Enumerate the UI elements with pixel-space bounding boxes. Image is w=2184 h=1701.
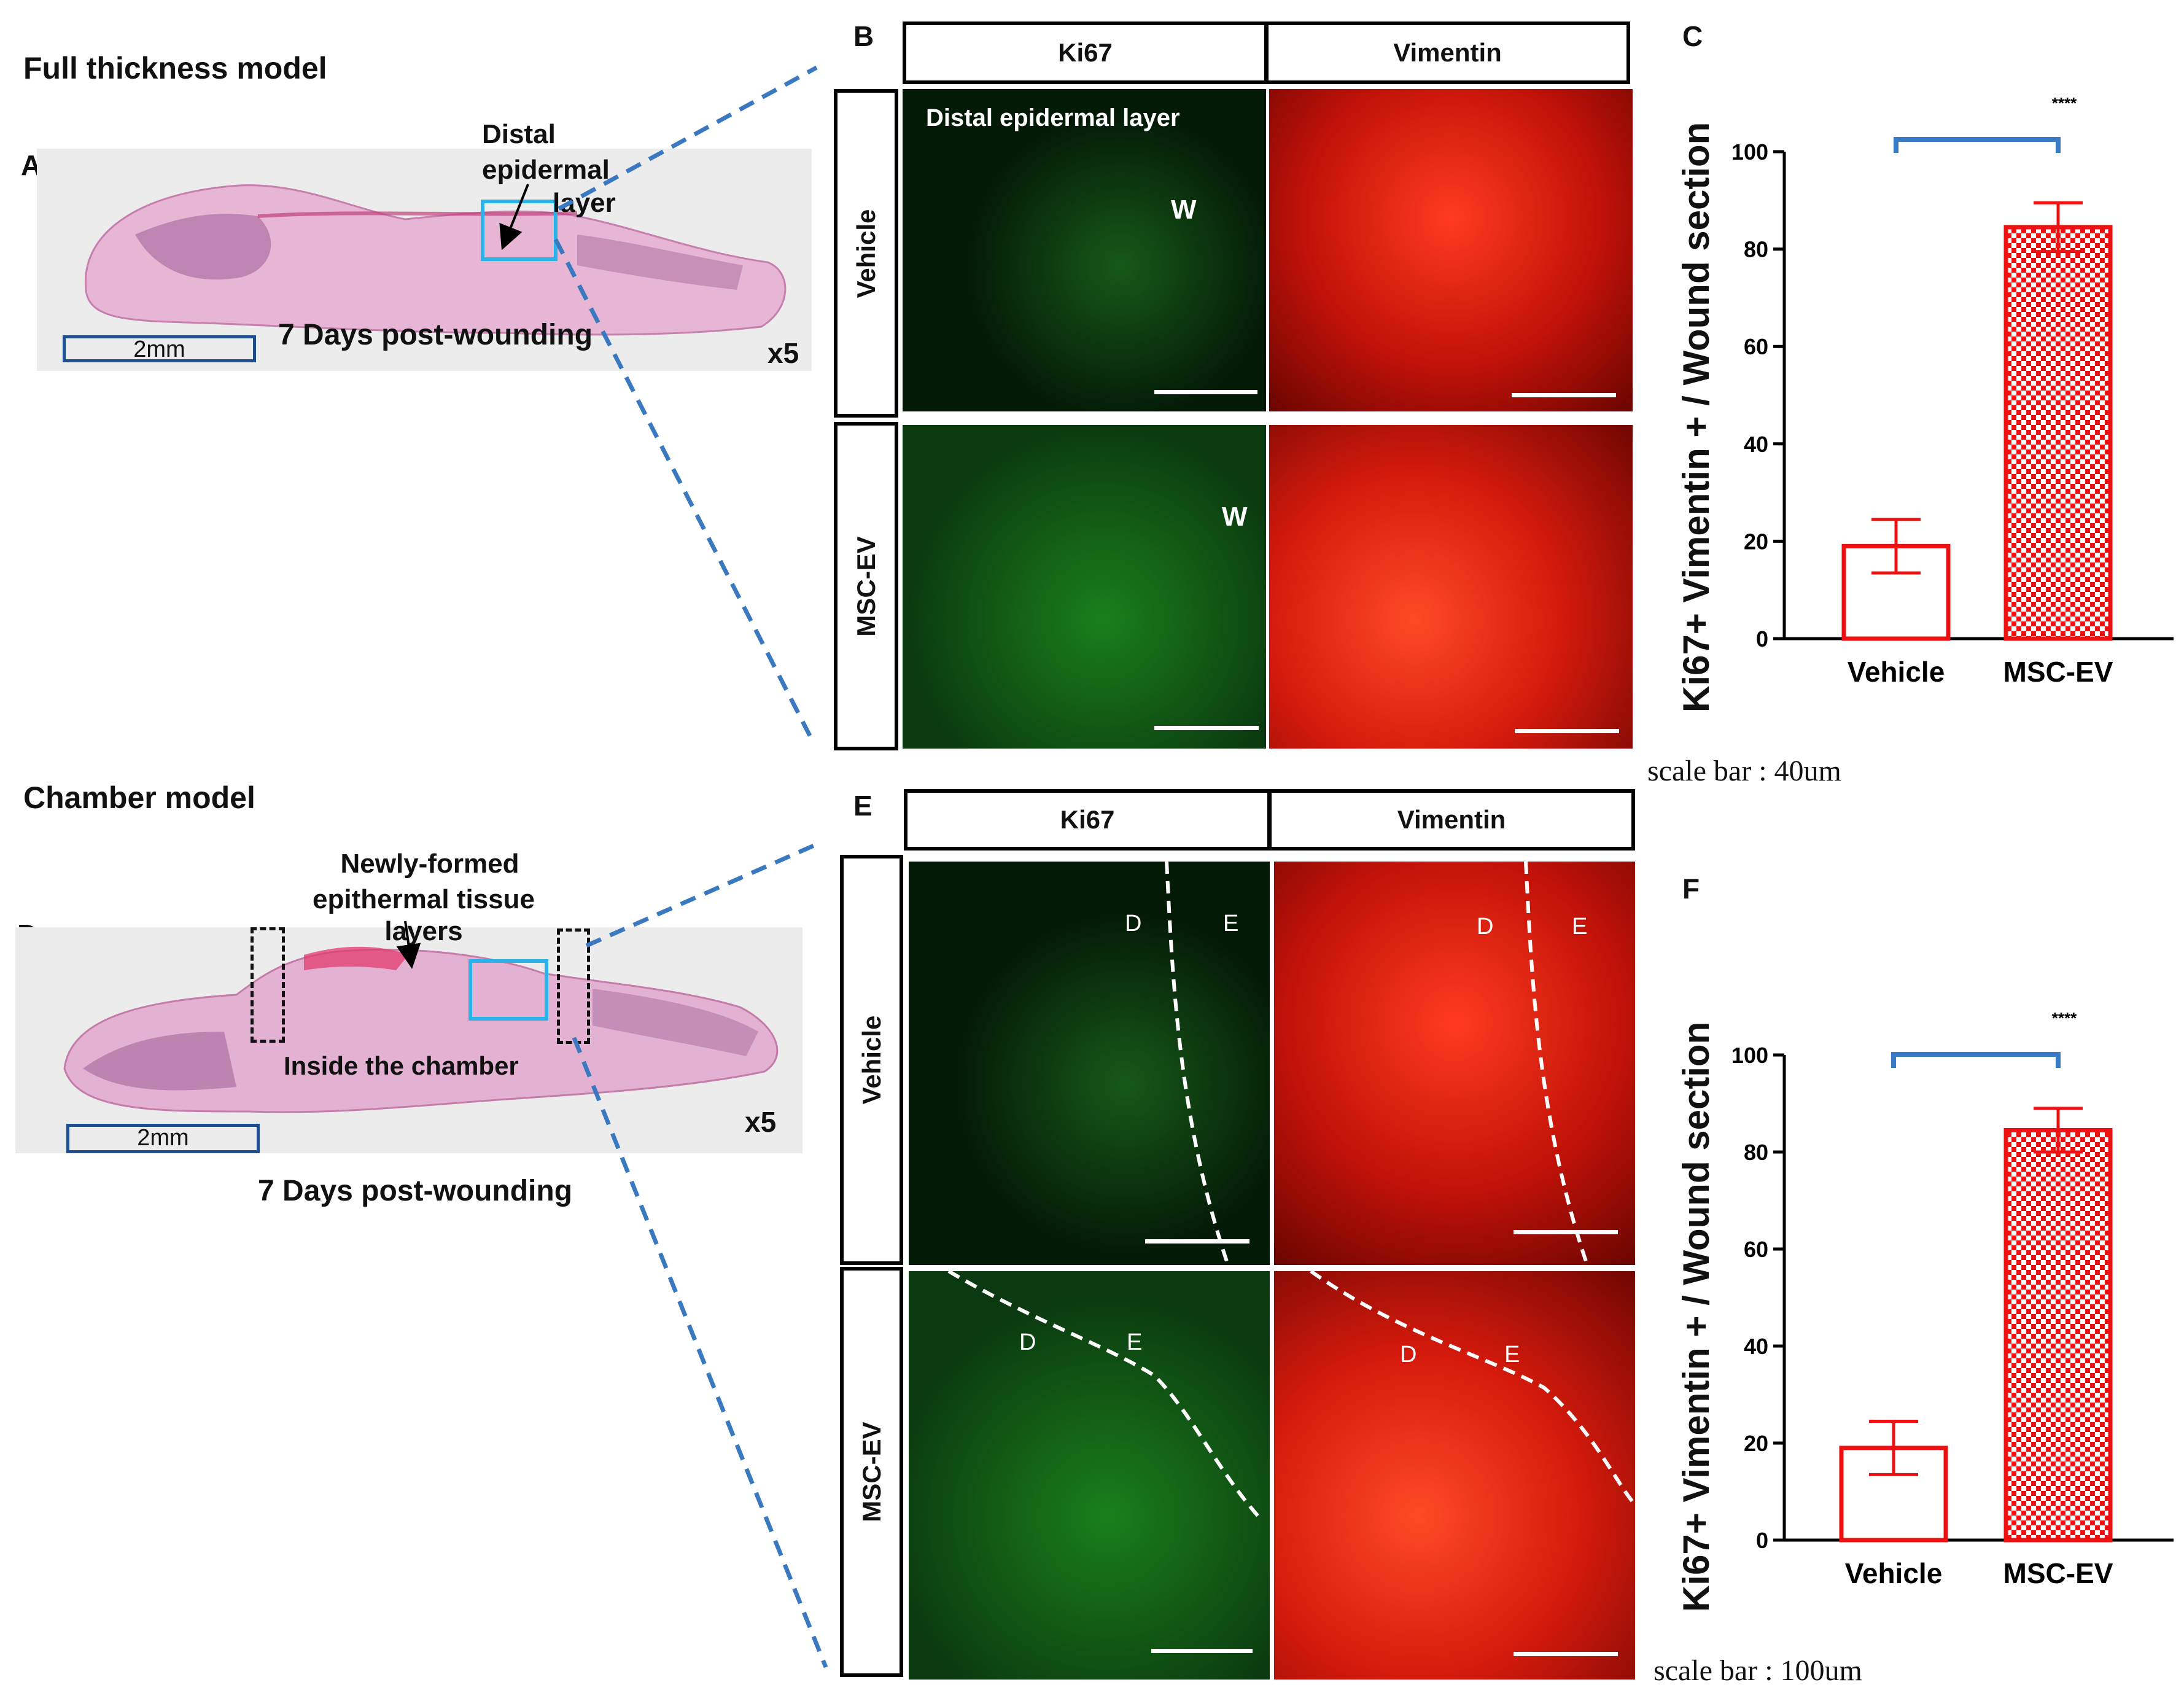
micrograph-e-mscev-vimentin: D E	[1274, 1271, 1635, 1680]
rowlabel-b-vehicle-text: Vehicle	[851, 209, 880, 298]
dashed-boundary-e1	[1165, 862, 1230, 1265]
label-d-e2: D	[1477, 914, 1494, 940]
panel-letter-b: B	[853, 20, 874, 52]
chart-c-ytick-label-1: 20	[1744, 529, 1768, 554]
rowlabel-b-mscev-text: MSC-EV	[851, 535, 880, 637]
label-e-e4: E	[1504, 1342, 1520, 1368]
chart-c-ylabel: Ki67+ Vimentin + / Wound section	[1676, 122, 1717, 712]
roi-box-d	[468, 959, 548, 1021]
callout-d: Newly-formed epithermal tissue layers	[295, 846, 553, 949]
micrograph-e-vehicle-vimentin: D E	[1274, 862, 1635, 1265]
chart-f-ytick-label-1: 20	[1744, 1431, 1768, 1456]
scale-note-bottom: scale bar : 100um	[1654, 1654, 1862, 1687]
chart-f: 0 20 40 60 80 100 Vehicle MSC-EV ****	[1731, 1009, 2174, 1589]
scale-bar-b-2	[1512, 393, 1616, 397]
chart-c-category-label-1: MSC-EV	[2003, 656, 2113, 688]
rowlabel-e-mscev-text: MSC-EV	[857, 1422, 886, 1522]
magnification-d: x5	[745, 1106, 777, 1138]
header-b-vimentin: Vimentin	[1265, 21, 1630, 84]
micrograph-b-mscev-ki67: W	[903, 425, 1266, 749]
label-e-e1: E	[1223, 911, 1239, 936]
chart-c-bar-msc-ev	[2003, 225, 2113, 641]
section-title-chamber: Chamber model	[23, 780, 255, 815]
dashed-boundary-e2	[1524, 862, 1589, 1265]
micrograph-e-vehicle-ki67: D E	[909, 862, 1270, 1265]
scale-box-a: 2mm	[63, 335, 256, 362]
callout-a: Distal epidermal layer	[482, 117, 616, 221]
chart-c-significance-bracket	[1894, 137, 2061, 153]
label-e-e2: E	[1572, 914, 1588, 940]
chart-f-category-label-1: MSC-EV	[2003, 1557, 2113, 1589]
chart-c-ytick-label-3: 60	[1744, 334, 1768, 359]
scale-bar-e-1	[1145, 1239, 1249, 1244]
chamber-border-right	[557, 928, 590, 1044]
header-e-vimentin: Vimentin	[1268, 789, 1635, 850]
scale-bar-b-3	[1154, 726, 1259, 730]
panel-letter-e: E	[853, 790, 872, 822]
header-b-ki67: Ki67	[903, 21, 1268, 84]
magnification-a: x5	[768, 337, 799, 369]
chart-c-category-label-0: Vehicle	[1848, 656, 1945, 688]
chart-f-category-label-0: Vehicle	[1845, 1557, 1943, 1589]
micrograph-b-mscev-vimentin	[1269, 425, 1633, 749]
callout-d-line1: Newly-formed	[340, 849, 519, 879]
rowlabel-e-mscev: MSC-EV	[840, 1267, 903, 1677]
header-e-ki67: Ki67	[904, 789, 1271, 850]
chart-c-significance-stars: ****	[2052, 94, 2077, 112]
chart-f-ytick-label-3: 60	[1744, 1237, 1768, 1262]
micrograph-e-mscev-ki67: D E	[909, 1271, 1270, 1680]
chart-f-ylabel: Ki67+ Vimentin + / Wound section	[1676, 1021, 1717, 1612]
callout-a-line3: layer	[553, 188, 616, 218]
micrograph-b-vehicle-vimentin	[1269, 89, 1633, 411]
scale-bar-e-3	[1151, 1649, 1253, 1653]
dashed-boundary-e4	[1310, 1271, 1635, 1506]
label-d-e3: D	[1019, 1329, 1036, 1355]
chamber-border-left	[251, 927, 285, 1043]
dashed-boundary-e3	[947, 1271, 1261, 1518]
panel-letter-c: C	[1682, 20, 1703, 52]
scale-note-top: scale bar : 40um	[1647, 755, 1841, 787]
chart-f-ytick-label-5: 100	[1731, 1043, 1768, 1068]
callout-d-line3: layers	[384, 916, 463, 946]
chart-f-significance-bracket	[1891, 1052, 2061, 1068]
chart-f-significance-stars: ****	[2052, 1009, 2077, 1027]
rowlabel-e-vehicle: Vehicle	[840, 855, 903, 1265]
timepoint-a: 7 Days post-wounding	[278, 319, 593, 351]
rowlabel-e-vehicle-text: Vehicle	[857, 1015, 886, 1105]
scale-box-d: 2mm	[66, 1124, 260, 1153]
panel-letter-f: F	[1682, 873, 1700, 905]
chart-c-ytick-label-5: 100	[1731, 139, 1768, 165]
micrograph-b-inset-label: Distal epidermal layer	[926, 104, 1180, 131]
chart-f-ytick-label-2: 40	[1744, 1334, 1768, 1359]
scale-bar-e-2	[1514, 1230, 1618, 1234]
section-title-full-thickness: Full thickness model	[23, 51, 327, 85]
label-d-e1: D	[1125, 911, 1142, 936]
label-d-e4: D	[1400, 1342, 1417, 1368]
rowlabel-b-vehicle: Vehicle	[834, 89, 898, 418]
chart-c-ytick-label-2: 40	[1744, 432, 1768, 457]
callout-d-line2: epithermal tissue	[313, 884, 535, 914]
chart-c-ytick-label-0: 0	[1756, 626, 1768, 652]
chart-f-bar-msc-ev	[2003, 1127, 2113, 1543]
callout-a-line2: epidermal	[482, 155, 610, 185]
callout-a-line1: Distal	[482, 119, 556, 149]
timepoint-d: 7 Days post-wounding	[258, 1175, 573, 1207]
rowlabel-b-mscev: MSC-EV	[834, 422, 898, 750]
tissue-section-d	[15, 927, 802, 1153]
micrograph-b-vehicle-ki67: Distal epidermal layer W	[903, 89, 1266, 411]
chart-c-ytick-label-4: 80	[1744, 237, 1768, 262]
chart-f-ytick-label-4: 80	[1744, 1140, 1768, 1165]
he-stain-image-d	[63, 946, 779, 1113]
micrograph-b-w-label-1: W	[1171, 195, 1197, 225]
scale-bar-b-1	[1154, 390, 1257, 394]
scale-bar-e-4	[1514, 1652, 1618, 1656]
label-e-e3: E	[1127, 1329, 1143, 1355]
chart-c: 0 20 40 60 80 100 Vehicle MSC-EV ****	[1731, 94, 2174, 688]
scale-bar-b-4	[1515, 729, 1619, 733]
chart-f-ytick-label-0: 0	[1756, 1528, 1768, 1553]
inside-chamber-label: Inside the chamber	[284, 1051, 519, 1080]
micrograph-b-w-label-2: W	[1222, 502, 1248, 532]
